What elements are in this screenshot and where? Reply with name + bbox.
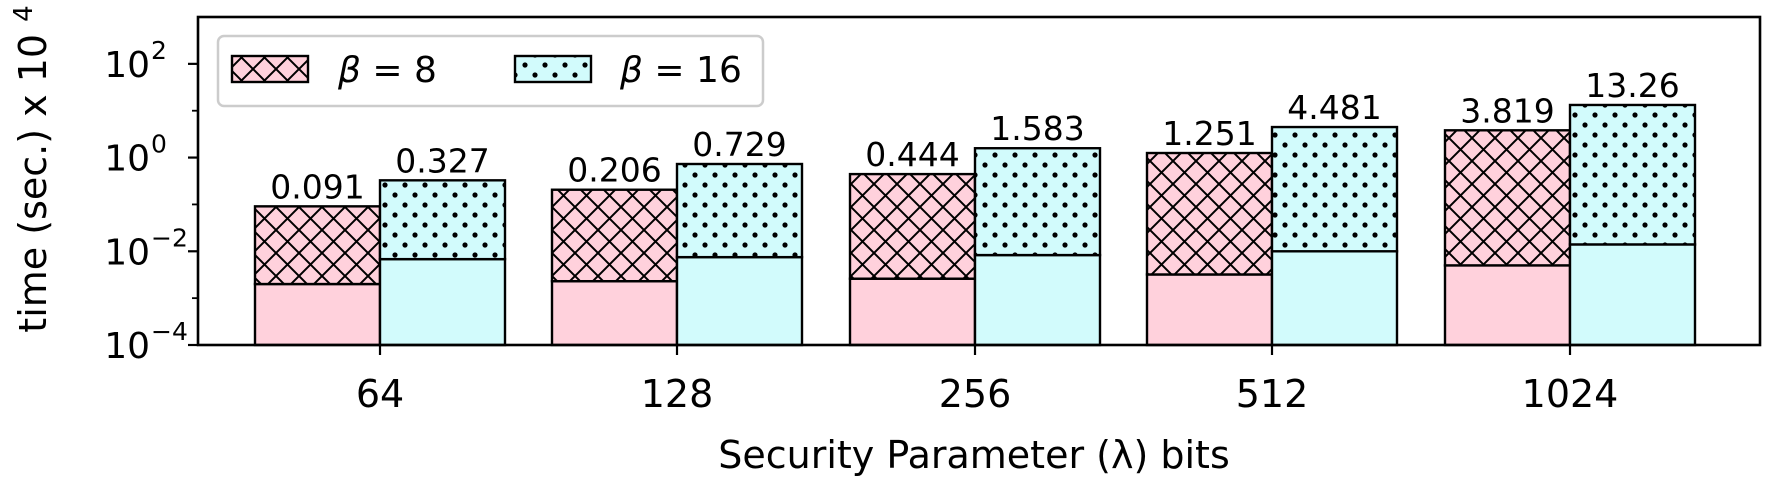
bar-top-pattern bbox=[378, 179, 507, 261]
y-axis-label-exp: 4 bbox=[9, 5, 39, 22]
legend-label: β = 8 bbox=[337, 50, 437, 91]
bar-top-pattern bbox=[1443, 129, 1572, 267]
bar-top-pattern bbox=[848, 172, 977, 280]
value-label-beta8-128: 0.206 bbox=[567, 151, 661, 190]
bar-top-pattern bbox=[1270, 125, 1399, 253]
bar-base-beta8-256 bbox=[848, 277, 977, 347]
bar-base-beta16-64 bbox=[378, 257, 507, 347]
y-tick-exponent: −2 bbox=[151, 223, 188, 252]
x-tick-label-256: 256 bbox=[939, 372, 1012, 416]
legend-label: β = 16 bbox=[619, 50, 742, 91]
bar-top-beta16-1024 bbox=[1568, 103, 1697, 246]
y-tick-label: 10 bbox=[104, 139, 150, 180]
y-tick-label: 10 bbox=[104, 326, 150, 367]
legend-entry-beta16: β = 16 bbox=[513, 50, 742, 91]
bar-top-pattern bbox=[253, 205, 382, 286]
bar-top-beta16-128 bbox=[675, 162, 804, 259]
bar-base-beta16-512 bbox=[1270, 250, 1399, 347]
value-label-beta16-256: 1.583 bbox=[990, 109, 1084, 148]
y-axis-label: time (sec.) x 10 4 bbox=[9, 5, 55, 332]
bar-top-pattern bbox=[1145, 151, 1274, 276]
value-label-beta16-1024: 13.26 bbox=[1585, 66, 1679, 105]
value-label-beta8-512: 1.251 bbox=[1162, 114, 1256, 153]
legend: β = 8 β = 16 bbox=[216, 34, 765, 108]
y-tick-label: 10 bbox=[104, 45, 150, 86]
y-axis-label-base: time (sec.) x 10 bbox=[11, 34, 55, 333]
value-label-beta16-512: 4.481 bbox=[1287, 88, 1381, 127]
x-tick-label-1024: 1024 bbox=[1522, 372, 1619, 416]
x-axis-label: Security Parameter (λ) bits bbox=[718, 433, 1230, 477]
value-label-beta16-128: 0.729 bbox=[692, 125, 786, 164]
bar-top-beta16-256 bbox=[973, 147, 1102, 257]
legend-swatch bbox=[513, 54, 593, 84]
value-labels: 0.091 0.206 0.444 1.251 3.819 0.327 0.729 1.583… bbox=[270, 66, 1679, 206]
bar-top-beta8-512 bbox=[1145, 151, 1274, 276]
bar-top-beta16-512 bbox=[1270, 125, 1399, 253]
bar-base-beta8-128 bbox=[550, 279, 679, 347]
legend-entry-beta8: β = 8 bbox=[230, 50, 437, 91]
bar-top-pattern bbox=[973, 147, 1102, 257]
bar-base-beta8-1024 bbox=[1443, 264, 1572, 347]
legend-swatch bbox=[230, 54, 310, 84]
x-tick-label-64: 64 bbox=[356, 372, 404, 416]
bar-top-beta8-1024 bbox=[1443, 129, 1572, 267]
x-tick-label-512: 512 bbox=[1236, 372, 1309, 416]
bar-top-beta8-128 bbox=[550, 188, 679, 283]
bar-top-pattern bbox=[1568, 103, 1697, 246]
legend-box bbox=[216, 34, 765, 108]
value-label-beta8-1024: 3.819 bbox=[1460, 91, 1554, 130]
bar-base-beta16-256 bbox=[973, 253, 1102, 347]
value-label-beta8-256: 0.444 bbox=[865, 135, 959, 174]
x-axis: 64 128 256 512 1024 bbox=[356, 345, 1619, 416]
bar-top-beta16-64 bbox=[378, 179, 507, 261]
value-label-beta8-64: 0.091 bbox=[270, 167, 364, 206]
bar-top-beta8-256 bbox=[848, 172, 977, 280]
bar-top-pattern bbox=[550, 188, 679, 283]
y-tick-exponent: −4 bbox=[151, 317, 188, 346]
plot-frame bbox=[196, 15, 1762, 347]
bar-top-beta8-64 bbox=[253, 205, 382, 286]
value-label-beta16-64: 0.327 bbox=[395, 141, 489, 180]
bar-base-beta8-64 bbox=[253, 282, 382, 347]
bar-base-beta16-1024 bbox=[1568, 243, 1697, 347]
x-tick-label-128: 128 bbox=[641, 372, 714, 416]
y-tick-label: 10 bbox=[104, 232, 150, 273]
y-tick-exponent: 0 bbox=[151, 130, 167, 159]
y-tick-exponent: 2 bbox=[151, 36, 167, 65]
bar-base-beta8-512 bbox=[1145, 273, 1274, 347]
bar-top-pattern bbox=[675, 162, 804, 259]
bars-layer bbox=[253, 103, 1697, 347]
bar-base-beta16-128 bbox=[675, 255, 804, 347]
